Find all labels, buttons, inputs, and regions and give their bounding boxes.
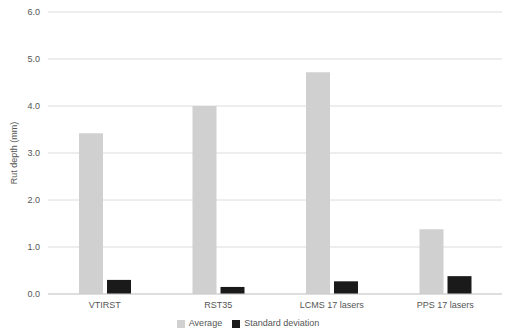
- svg-text:Rut depth (mm): Rut depth (mm): [9, 122, 19, 185]
- svg-text:1.0: 1.0: [27, 242, 40, 252]
- svg-text:6.0: 6.0: [27, 7, 40, 17]
- svg-text:RST35: RST35: [204, 300, 232, 310]
- svg-text:0.0: 0.0: [27, 289, 40, 299]
- html-text:Average: Average: [188, 318, 223, 328]
- svg-text:VTIRST: VTIRST: [89, 300, 122, 310]
- html-text:Standard deviation: Standard deviation: [244, 318, 320, 328]
- svg-text:PPS 17 lasers: PPS 17 lasers: [417, 300, 475, 310]
- svg-text:3.0: 3.0: [27, 148, 40, 158]
- svg-text:5.0: 5.0: [27, 54, 40, 64]
- svg-text:2.0: 2.0: [27, 195, 40, 205]
- svg-text:4.0: 4.0: [27, 101, 40, 111]
- svg-text:LCMS 17 lasers: LCMS 17 lasers: [300, 300, 365, 310]
